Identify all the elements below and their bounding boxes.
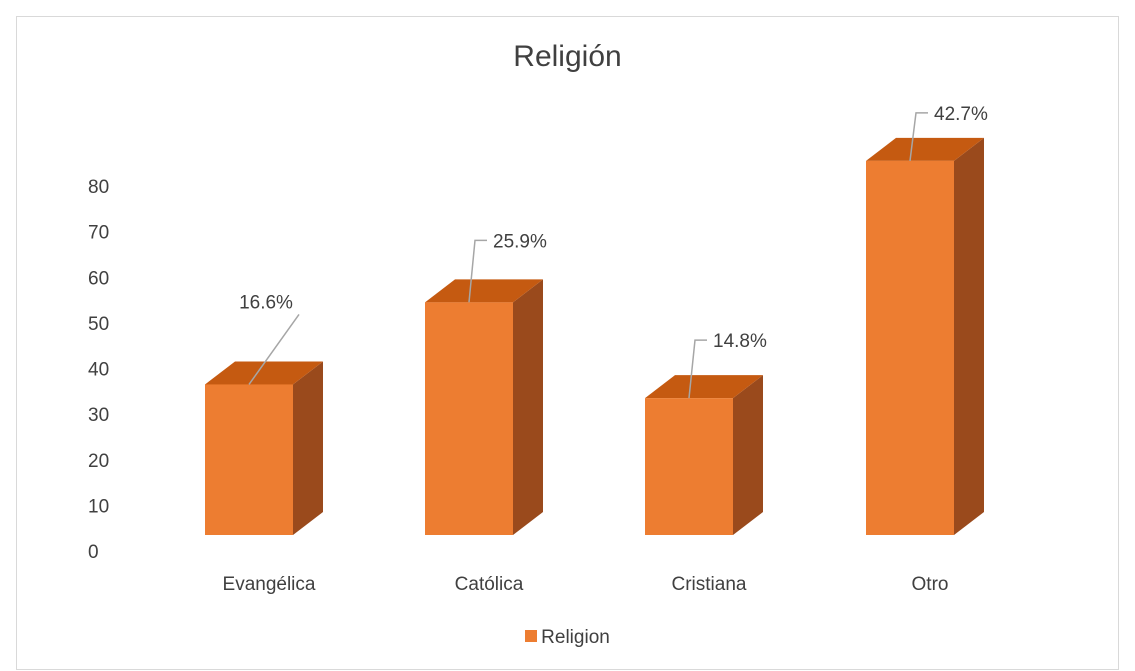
y-tick-label: 0 [88,542,99,563]
x-tick-label: Otro [912,574,949,595]
y-tick-label: 80 [88,177,109,198]
data-label: 42.7% [934,104,988,125]
y-tick-label: 10 [88,496,109,517]
bar-católica: 25.9% [425,231,547,535]
legend-label: Religion [541,627,610,648]
leader-line [468,239,487,303]
bar [205,384,293,535]
x-tick-label: Católica [455,574,524,595]
y-tick-label: 20 [88,451,109,472]
bar-otro: 42.7% [866,104,988,535]
bar-top [205,361,323,385]
bars-group: 16.6% 25.9% 14.8% 42.7% [205,104,988,535]
bar-top [645,375,763,399]
data-label: 25.9% [493,231,547,252]
legend: Religion [0,627,1135,649]
bar-side [954,137,984,535]
bar-cristiana: 14.8% [645,331,767,535]
x-tick-label: Cristiana [672,574,747,595]
bar [425,302,513,535]
data-label: 14.8% [713,331,767,352]
chart-title: Religión [513,40,622,73]
bar-evangélica: 16.6% [205,292,323,535]
bar-top [425,279,543,303]
x-axis-categories: Evangélica Católica Cristiana Otro [223,574,949,595]
y-tick-label: 50 [88,314,109,335]
bar-top [866,137,984,161]
bar-side [293,361,323,535]
bar [866,160,954,535]
y-tick-label: 30 [88,405,109,426]
data-label: 16.6% [239,292,293,313]
leader-line [909,112,928,161]
x-tick-label: Evangélica [223,574,316,595]
bar [645,398,733,535]
leader-line [688,339,707,399]
y-axis-ticks: 0 10 20 30 40 50 60 70 80 [88,177,109,563]
y-tick-label: 70 [88,223,109,244]
bar-side [513,279,543,535]
legend-swatch [525,629,538,642]
y-tick-label: 40 [88,360,109,381]
leader-line [248,314,300,385]
y-tick-label: 60 [88,268,109,289]
bar-side [733,375,763,535]
